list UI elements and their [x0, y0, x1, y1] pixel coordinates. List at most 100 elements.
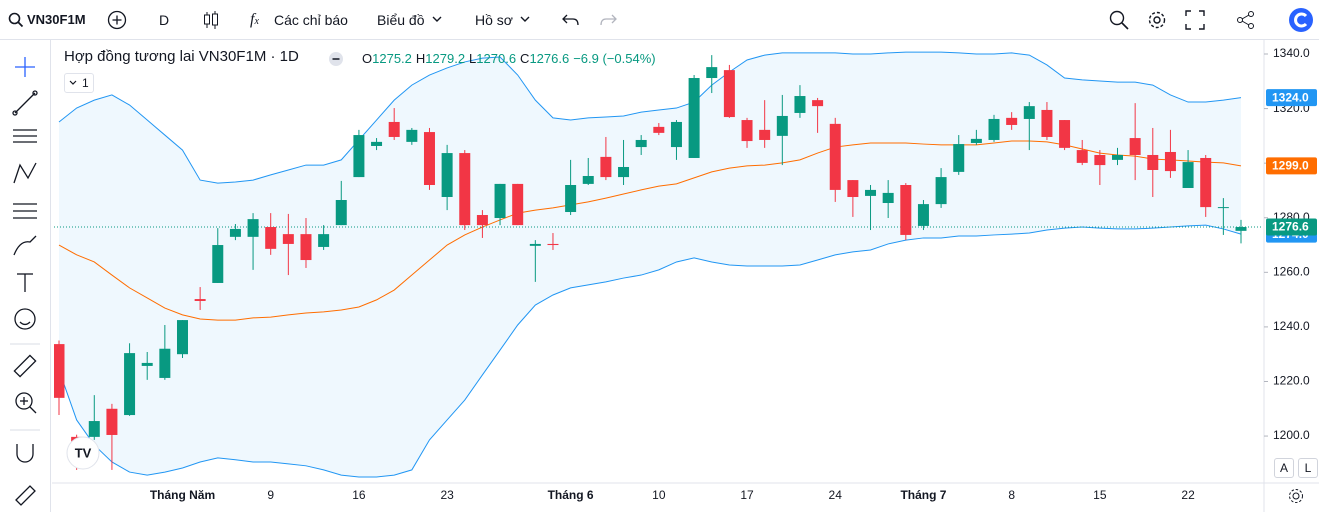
profile-menu[interactable]: Hồ sơ [475, 12, 513, 28]
candle-body [282, 234, 294, 244]
compare-button[interactable] [107, 10, 127, 30]
fx-icon[interactable]: fx [250, 11, 259, 28]
candle-body [388, 121, 400, 137]
ohlc-key: C [520, 51, 530, 66]
prediction-tool[interactable] [13, 203, 37, 219]
brush-tool[interactable] [13, 235, 37, 256]
fullscreen-button[interactable] [1185, 10, 1205, 30]
candle-body [600, 156, 612, 178]
x-tick-label: 24 [829, 488, 843, 502]
candle-body [512, 183, 524, 226]
candle-body [829, 123, 841, 190]
x-tick-label: 16 [352, 488, 366, 502]
ohlc-key: O [362, 51, 373, 66]
band-price-label-bg [1266, 89, 1317, 107]
zoom-tool[interactable] [15, 392, 37, 414]
ohlc-value: 1276.6 [529, 51, 570, 66]
axis-settings[interactable] [1287, 487, 1305, 505]
candle-body [159, 348, 171, 378]
candle-body [759, 129, 771, 140]
candle-body [335, 200, 347, 226]
candle-body [741, 120, 753, 142]
band-line [58, 51, 1242, 184]
candle-body [988, 118, 1000, 140]
crosshair-tool[interactable] [15, 57, 35, 77]
candle-body [371, 141, 383, 146]
candle-body [1164, 151, 1176, 172]
chart-menu[interactable]: Biểu đồ [377, 12, 425, 28]
candle-body [865, 189, 877, 196]
candle-body [406, 129, 418, 142]
candle-body [970, 138, 982, 143]
text-tool[interactable] [17, 273, 33, 292]
close-price-label: 1276.6 [1272, 220, 1309, 234]
candle-body [1235, 227, 1247, 231]
collapse-button[interactable]: 1 [64, 73, 94, 93]
candle-body [1059, 120, 1071, 148]
candle-body [318, 234, 330, 247]
scale-button[interactable]: L [1298, 458, 1318, 478]
candle-body [353, 135, 365, 178]
tv-logo[interactable]: TV [66, 436, 100, 470]
scale-button[interactable]: A [1274, 458, 1294, 478]
search-icon[interactable] [8, 12, 24, 28]
candle-body [882, 192, 894, 204]
settings-button[interactable] [1146, 9, 1168, 31]
lock-tool[interactable] [15, 485, 36, 506]
candle-body [1094, 154, 1106, 166]
candle-body [900, 184, 912, 235]
pattern-tool[interactable] [13, 162, 37, 184]
change: −6.9 (−0.54%) [573, 51, 656, 66]
candle-body [618, 166, 630, 178]
undo-button[interactable] [562, 12, 580, 28]
emoji-tool[interactable] [14, 308, 36, 330]
candle-body [300, 234, 312, 261]
candle-body [494, 183, 506, 219]
ohlc-value: 1275.2 [372, 51, 412, 66]
candle-body [776, 115, 788, 136]
candle-body [124, 353, 136, 416]
candle-body [1129, 138, 1141, 155]
candle-body [141, 362, 153, 366]
candle-body [723, 70, 735, 118]
plot-area [54, 51, 1262, 478]
candle-body [1200, 157, 1212, 208]
indicators-button[interactable]: Các chỉ báo [274, 12, 348, 28]
candle-body [88, 421, 100, 437]
candle-body [688, 78, 700, 158]
app-logo[interactable] [1288, 7, 1314, 33]
legend-title: Hợp đồng tương lai VN30F1M · 1D [64, 48, 299, 65]
ohlc-key: H [415, 51, 426, 66]
candle-body [1182, 162, 1194, 188]
fib-tool[interactable] [13, 129, 37, 143]
ruler-tool[interactable] [13, 354, 37, 378]
candle-body [1217, 207, 1229, 209]
candle-body [1147, 154, 1159, 170]
x-tick-label: 8 [1008, 488, 1015, 502]
candle-body [847, 180, 859, 198]
x-tick-label: 22 [1181, 488, 1195, 502]
candle-body [653, 126, 665, 133]
redo-button[interactable] [599, 12, 617, 28]
candle-body [1041, 109, 1053, 137]
band-price-label: 1299.0 [1272, 159, 1309, 173]
y-tick-label: 1240.0 [1273, 319, 1310, 333]
share-button[interactable] [1236, 10, 1256, 30]
hide-legend-button[interactable] [328, 51, 344, 67]
x-tick-label: Tháng 7 [900, 488, 946, 502]
chart-style-button[interactable] [200, 9, 222, 31]
interval[interactable]: D [159, 12, 170, 28]
symbol[interactable]: VN30F1M [27, 12, 86, 27]
candle-body [917, 204, 929, 226]
quick-search[interactable] [1108, 9, 1130, 31]
magnet-tool[interactable] [16, 444, 34, 463]
y-tick-label: 1220.0 [1273, 374, 1310, 388]
candle-body [812, 100, 824, 107]
x-tick-label: 17 [740, 488, 754, 502]
candle-body [194, 299, 206, 301]
ohlc-value: 1279.2 [425, 51, 466, 66]
candle-body [529, 243, 541, 246]
trendline-tool[interactable] [12, 90, 38, 116]
band-line [58, 224, 1242, 478]
chart: 1200.01220.01240.01260.01280.01300.01320… [52, 40, 1319, 512]
